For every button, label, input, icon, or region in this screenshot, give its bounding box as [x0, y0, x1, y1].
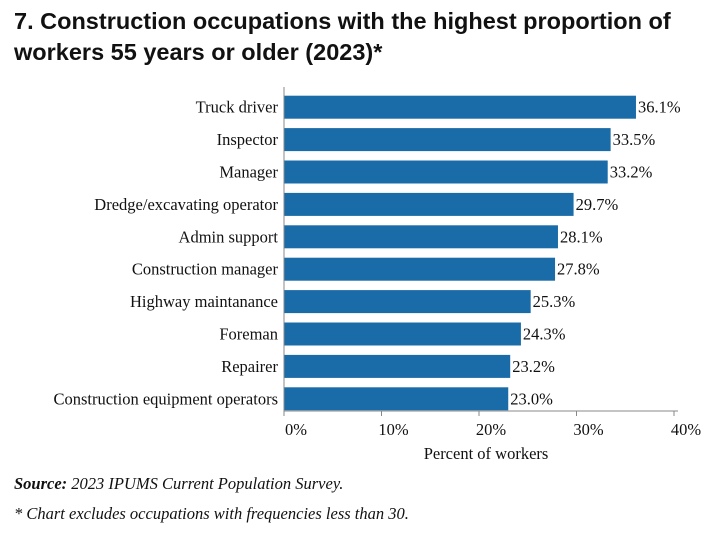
bar [284, 225, 558, 249]
x-axis: 0% 10% 20% 30% 40% [283, 87, 702, 439]
source-note: Source: 2023 IPUMS Current Population Su… [14, 474, 343, 494]
source-label: Source: [14, 474, 68, 493]
bar [284, 128, 611, 152]
category-label: Construction equipment operators [53, 389, 278, 408]
chart-title: 7. Construction occupations with the hig… [14, 8, 671, 65]
data-label: 23.2% [512, 357, 555, 376]
data-label: 28.1% [560, 227, 603, 246]
data-label: 27.8% [557, 260, 600, 279]
x-tick-label: 30% [573, 420, 604, 439]
data-label: 29.7% [576, 195, 619, 214]
data-label: 33.5% [613, 130, 656, 149]
x-tick-label: 10% [378, 420, 409, 439]
footnote: * Chart excludes occupations with freque… [14, 504, 409, 523]
x-axis-label: Percent of workers [424, 444, 549, 463]
category-label: Highway maintanance [130, 292, 278, 311]
bar [284, 354, 511, 378]
category-label: Inspector [217, 130, 279, 149]
bar [284, 290, 531, 314]
category-label: Dredge/excavating operator [94, 195, 278, 214]
category-label: Manager [219, 163, 278, 182]
bars-group: Truck driver 36.1% Inspector 33.5% Manager 33… [53, 95, 681, 411]
bar [284, 387, 509, 411]
bar [284, 160, 608, 184]
data-label: 24.3% [523, 325, 566, 344]
data-label: 36.1% [638, 98, 681, 117]
bar-chart: Truck driver 36.1% Inspector 33.5% Manager 33… [53, 87, 702, 463]
data-label: 23.0% [510, 389, 553, 408]
category-label: Foreman [219, 325, 278, 344]
category-label: Repairer [221, 357, 278, 376]
bar [284, 322, 521, 346]
source-text: 2023 IPUMS Current Population Survey. [67, 474, 344, 493]
x-tick-label: 20% [476, 420, 507, 439]
category-label: Construction manager [132, 260, 279, 279]
data-label: 25.3% [533, 292, 576, 311]
bar [284, 95, 636, 119]
bar [284, 257, 556, 281]
data-label: 33.2% [610, 163, 653, 182]
x-tick-label: 40% [671, 420, 702, 439]
category-label: Admin support [179, 227, 279, 246]
category-label: Truck driver [196, 98, 279, 117]
x-tick-label: 0% [285, 420, 307, 439]
bar [284, 192, 574, 216]
